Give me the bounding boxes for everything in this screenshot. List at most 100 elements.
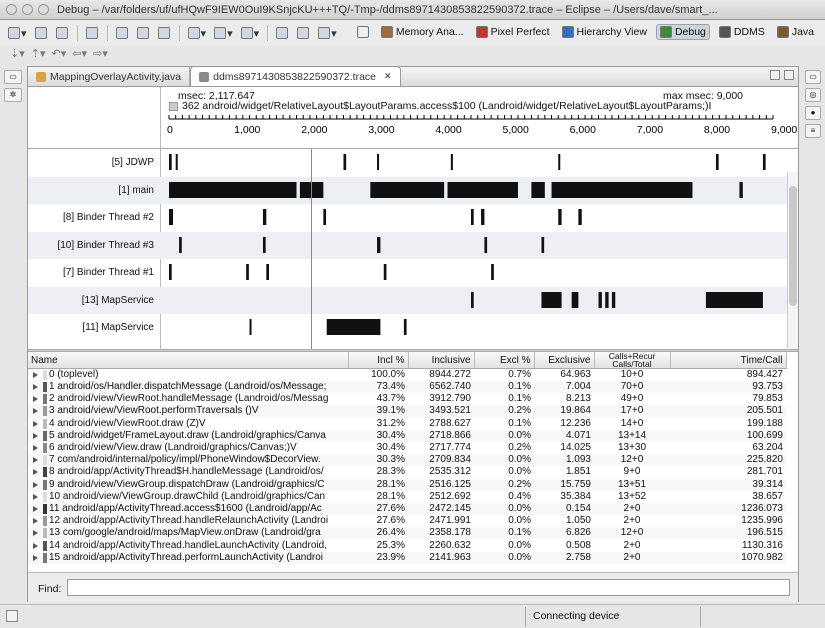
perspective-memory-ana[interactable]: Memory Ana... [378, 24, 467, 40]
perspective-debug[interactable]: Debug [655, 24, 710, 40]
debug-run-button[interactable] [84, 24, 101, 42]
thread-row[interactable]: [13] MapService [28, 286, 788, 314]
method-segment[interactable] [169, 154, 172, 170]
column-header[interactable]: Calls+Recur Calls/Total [594, 352, 671, 369]
method-segment[interactable] [762, 154, 766, 170]
expand-triangle-icon[interactable] [33, 445, 38, 452]
thread-timeline[interactable] [162, 287, 788, 314]
method-segment[interactable] [605, 291, 609, 308]
expand-triangle-icon[interactable] [33, 542, 38, 549]
method-segment[interactable] [370, 181, 445, 198]
method-segment[interactable] [611, 291, 616, 308]
thread-row[interactable]: [1] main [28, 176, 788, 204]
method-segment[interactable] [323, 209, 327, 225]
search-button[interactable]: ▾ [316, 24, 339, 42]
method-segment[interactable] [175, 154, 178, 170]
zoom-window-button[interactable] [38, 4, 49, 15]
method-segment[interactable] [249, 319, 252, 335]
profile-row[interactable]: 8 android/app/ActivityThread$H.handleMes… [28, 466, 786, 478]
profile-row[interactable]: 1 android/os/Handler.dispatchMessage (La… [28, 381, 786, 394]
thread-row[interactable]: [7] Binder Thread #1 [28, 259, 788, 287]
method-segment[interactable] [403, 319, 407, 335]
thread-row[interactable]: [8] Binder Thread #2 [28, 204, 788, 232]
profile-row[interactable]: 11 android/app/ActivityThread.access$160… [28, 502, 786, 516]
method-segment[interactable] [481, 209, 485, 225]
back-button[interactable]: ⇦▾ [72, 47, 87, 60]
next-annotation-button[interactable]: ⇣▾ [10, 47, 25, 60]
method-segment[interactable] [377, 236, 381, 253]
column-header[interactable]: Exclusive [534, 352, 595, 369]
fast-view-icon[interactable] [6, 610, 18, 622]
print-button[interactable] [54, 24, 71, 42]
expand-triangle-icon[interactable] [33, 505, 38, 512]
last-edit-location-button[interactable]: ↶▾ [51, 47, 67, 60]
perspective-ddms[interactable]: DDMS [716, 24, 768, 40]
profile-row[interactable]: 4 android/view/ViewRoot.draw (Z)V 31.2% 27… [28, 418, 786, 430]
profile-row[interactable]: 7 com/android/internal/policy/impl/Phone… [28, 454, 786, 467]
forward-button[interactable]: ⇨▾ [93, 47, 108, 60]
restore-view-button[interactable]: ▭ [4, 70, 22, 84]
new-class-button[interactable] [274, 24, 291, 42]
method-segment[interactable] [377, 154, 380, 170]
perspective-hierarchy-view[interactable]: Hierarchy View [559, 24, 650, 40]
expand-triangle-icon[interactable] [33, 384, 38, 391]
method-segment[interactable] [471, 209, 474, 225]
method-segment[interactable] [558, 154, 561, 170]
column-header[interactable]: Incl % [348, 352, 409, 369]
method-segment[interactable] [578, 209, 582, 225]
profile-row[interactable]: 14 android/app/ActivityThread.handleLaun… [28, 539, 786, 551]
column-header[interactable]: Name [28, 352, 349, 369]
outline-view-icon[interactable]: ≡ [805, 124, 821, 138]
profile-row[interactable]: 0 (toplevel) 100.0% 8944.272 0.7% 64.963 10+0… [28, 369, 786, 382]
method-segment[interactable] [262, 209, 267, 225]
column-header[interactable]: Inclusive [408, 352, 475, 369]
maximize-editor-button[interactable] [784, 70, 794, 80]
editor-tab[interactable]: MappingOverlayActivity.java [28, 67, 191, 86]
open-type-button[interactable] [295, 24, 312, 42]
method-segment[interactable] [551, 181, 693, 198]
thread-timeline[interactable] [162, 204, 788, 231]
method-segment[interactable] [705, 291, 763, 308]
method-segment[interactable] [266, 264, 269, 280]
method-segment[interactable] [169, 209, 174, 225]
method-segment[interactable] [571, 291, 579, 308]
view-splitter[interactable] [28, 349, 798, 352]
method-segment[interactable] [541, 291, 562, 308]
thread-timeline[interactable] [162, 177, 788, 204]
profile-row[interactable]: 13 com/google/android/maps/MapView.onDra… [28, 527, 786, 540]
expand-triangle-icon[interactable] [33, 530, 38, 537]
thread-timeline[interactable] [162, 314, 788, 341]
expand-triangle-icon[interactable] [33, 554, 38, 561]
timeline-scrollbar[interactable] [787, 172, 798, 348]
perspective-pixel-perfect[interactable]: Pixel Perfect [473, 24, 553, 40]
minimize-window-button[interactable] [22, 4, 33, 15]
method-segment[interactable] [246, 264, 249, 280]
method-segment[interactable] [484, 236, 488, 253]
expand-triangle-icon[interactable] [33, 372, 38, 378]
method-segment[interactable] [169, 181, 297, 198]
profile-row[interactable]: 5 android/widget/FrameLayout.draw (Landr… [28, 429, 786, 442]
method-segment[interactable] [471, 291, 474, 308]
expand-triangle-icon[interactable] [33, 457, 38, 464]
thread-rows[interactable]: [5] JDWP [1] main [8] Binder Thread #2 [10]… [28, 149, 788, 349]
expand-triangle-icon[interactable] [33, 420, 38, 427]
method-segment[interactable] [739, 181, 743, 198]
profile-row[interactable]: 9 android/view/ViewGroup.dispatchDraw (L… [28, 478, 786, 491]
editor-tab[interactable]: ddms8971430853822590372.trace ✕ [190, 66, 401, 86]
column-header[interactable]: Excl % [474, 352, 535, 369]
method-segment[interactable] [598, 291, 602, 308]
expand-triangle-icon[interactable] [33, 518, 38, 525]
close-tab-icon[interactable]: ✕ [384, 71, 392, 81]
profile-row[interactable]: 2 android/view/ViewRoot.handleMessage (L… [28, 393, 786, 405]
method-segment[interactable] [447, 181, 518, 198]
expand-triangle-icon[interactable] [33, 469, 38, 476]
method-segment[interactable] [383, 264, 387, 280]
expand-triangle-icon[interactable] [33, 408, 38, 415]
profile-row[interactable]: 10 android/view/ViewGroup.drawChild (Lan… [28, 491, 786, 503]
method-segment[interactable] [531, 181, 545, 198]
thread-row[interactable]: [5] JDWP [28, 149, 788, 177]
thread-row[interactable]: [10] Binder Thread #3 [28, 231, 788, 259]
restore-view-button[interactable]: ▭ [805, 70, 821, 84]
profile-row[interactable]: 12 android/app/ActivityThread.handleRela… [28, 515, 786, 527]
previous-annotation-button[interactable]: ⇡▾ [30, 47, 46, 60]
